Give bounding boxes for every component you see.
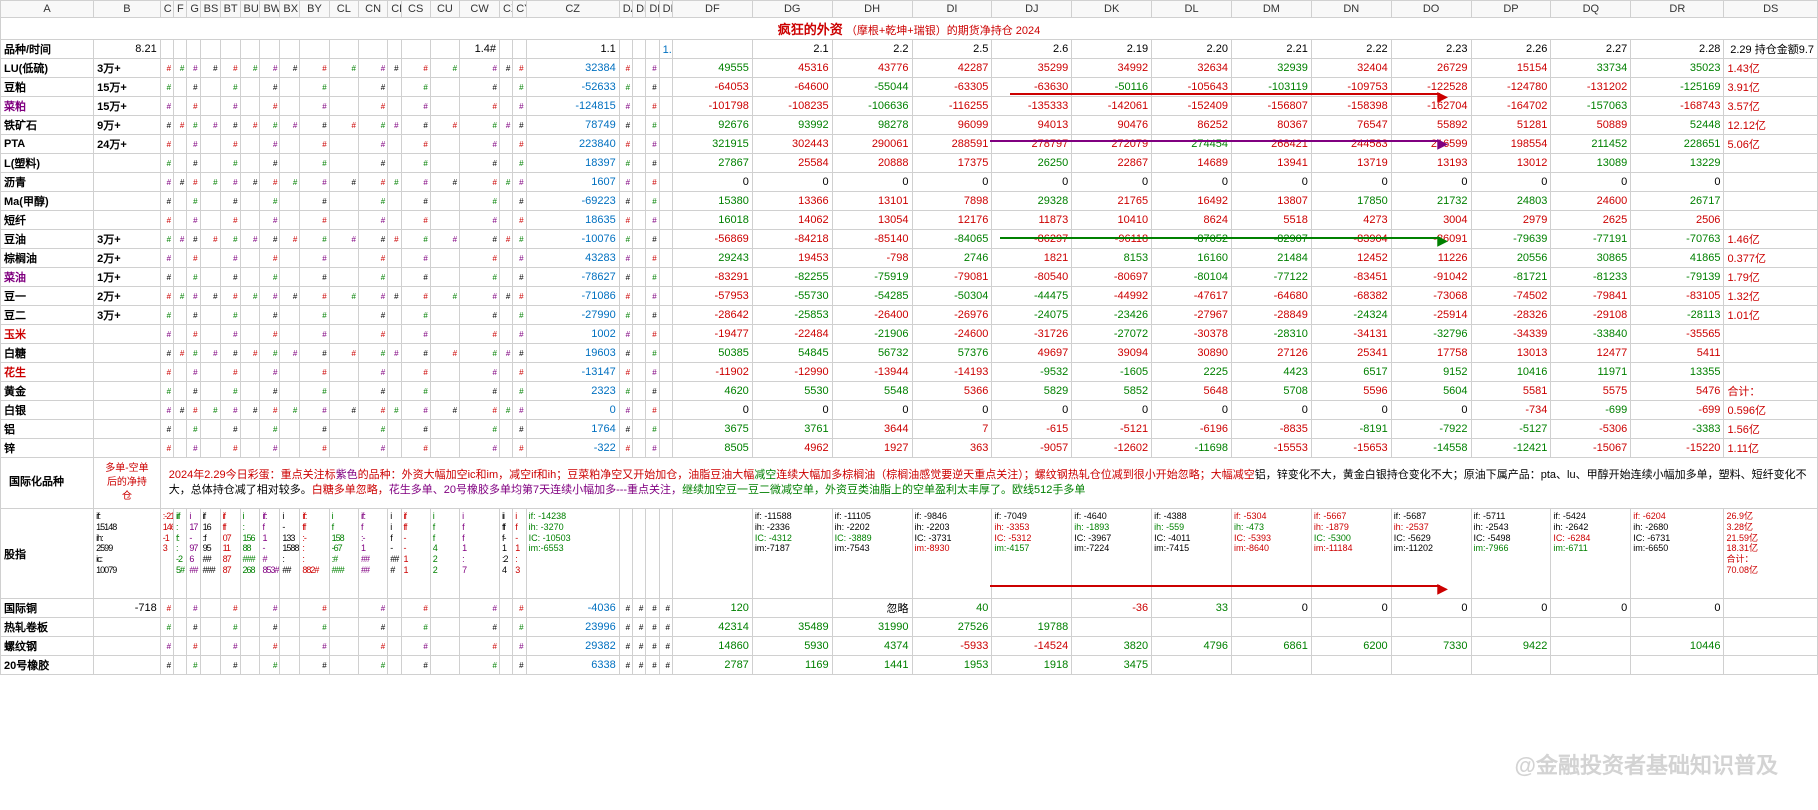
- title-sub: （摩根+乾坤+瑞银）的期货净持仓 2024: [846, 25, 1040, 37]
- data-row[interactable]: 黄金#########2323##46205530554853665829585…: [1, 382, 1818, 401]
- col-header[interactable]: DF: [672, 1, 752, 18]
- col-header[interactable]: DO: [1391, 1, 1471, 18]
- commodity-name: 沥青: [1, 173, 94, 192]
- col-header[interactable]: CX: [500, 1, 513, 18]
- data-row[interactable]: 菜油1万+#########-78627##-83291-82255-75919…: [1, 268, 1818, 287]
- commodity-name: 铝: [1, 420, 94, 439]
- col-header[interactable]: G: [187, 1, 200, 18]
- data-row[interactable]: 白糖#################19603##50385548455673…: [1, 344, 1818, 363]
- data-row[interactable]: 豆粕15万+#########-52633##-64053-64600-5504…: [1, 78, 1818, 97]
- data-row[interactable]: Ma(甲醇)#########-69223##15380133661310178…: [1, 192, 1818, 211]
- commodity-name: 豆一: [1, 287, 94, 306]
- col-header[interactable]: DS: [1724, 1, 1818, 18]
- data-row[interactable]: LU(低硫)3万+#################32384##4955545…: [1, 59, 1818, 78]
- commodity-name: 短纤: [1, 211, 94, 230]
- commodity-name: 锌: [1, 439, 94, 458]
- col-header[interactable]: BU: [240, 1, 260, 18]
- data-row[interactable]: 20号橡胶#########6338####278711691441195319…: [1, 656, 1818, 675]
- col-header[interactable]: BY: [300, 1, 329, 18]
- commodity-name: LU(低硫): [1, 59, 94, 78]
- col-header[interactable]: CL: [329, 1, 358, 18]
- col-header[interactable]: DN: [1311, 1, 1391, 18]
- data-row[interactable]: L(塑料)#########18397##2786725584208881737…: [1, 154, 1818, 173]
- data-row[interactable]: 铝#########1764##3675376136447-615-5121-6…: [1, 420, 1818, 439]
- col-header[interactable]: DH: [832, 1, 912, 18]
- col-header[interactable]: DG: [752, 1, 832, 18]
- commodity-name: 豆粕: [1, 78, 94, 97]
- data-row[interactable]: 菜粕15万+#########-124815##-101798-108235-1…: [1, 97, 1818, 116]
- commentary-row: 国际化品种多单-空单后的净持仓2024年2.29今日彩蛋：重点关注标紫色的品种：…: [1, 458, 1818, 509]
- col-header[interactable]: DP: [1471, 1, 1551, 18]
- commodity-name: 白糖: [1, 344, 94, 363]
- commodity-name: 豆油: [1, 230, 94, 249]
- commodity-name: 菜油: [1, 268, 94, 287]
- commodity-name: 菜粕: [1, 97, 94, 116]
- commodity-name: 花生: [1, 363, 94, 382]
- col-header[interactable]: DE: [659, 1, 672, 18]
- data-row[interactable]: 铁矿石9万+#################78749##9267693992…: [1, 116, 1818, 135]
- col-header[interactable]: CN: [358, 1, 387, 18]
- data-row[interactable]: 豆一2万+#################-71086##-57953-557…: [1, 287, 1818, 306]
- col-header[interactable]: DA: [619, 1, 632, 18]
- data-row[interactable]: 螺纹钢#########29382####1486059304374-5933-…: [1, 637, 1818, 656]
- commodity-name: 玉米: [1, 325, 94, 344]
- col-header[interactable]: B: [94, 1, 161, 18]
- data-row[interactable]: 短纤#########18635##1601814062130541217611…: [1, 211, 1818, 230]
- col-header[interactable]: BT: [220, 1, 240, 18]
- col-header[interactable]: DL: [1152, 1, 1232, 18]
- col-header[interactable]: BX: [280, 1, 300, 18]
- data-row[interactable]: 豆油3万+#################-10076##-56869-842…: [1, 230, 1818, 249]
- col-header[interactable]: DB: [633, 1, 646, 18]
- data-row[interactable]: 花生#########-13147##-11902-12990-13944-14…: [1, 363, 1818, 382]
- data-row[interactable]: 豆二3万+#########-27990##-28642-25853-26400…: [1, 306, 1818, 325]
- col-header[interactable]: DM: [1231, 1, 1311, 18]
- data-row[interactable]: 玉米#########1002##-19477-22484-21906-2460…: [1, 325, 1818, 344]
- col-header[interactable]: C: [160, 1, 173, 18]
- commodity-name: 棕榈油: [1, 249, 94, 268]
- data-row[interactable]: 国际铜-718#########-4036####120忽略40-3633000…: [1, 599, 1818, 618]
- column-headers: ABCFGBSBTBUBWBXBYCLCNCL2CSCUCWCXCYCZDADB…: [1, 1, 1818, 18]
- data-row[interactable]: 白银#################0##0000000000-734-699…: [1, 401, 1818, 420]
- title-main: 疯狂的外资: [778, 22, 843, 37]
- col-header[interactable]: CU: [430, 1, 459, 18]
- col-header[interactable]: CW: [460, 1, 500, 18]
- spreadsheet-table[interactable]: ABCFGBSBTBUBWBXBYCLCNCL2CSCUCWCXCYCZDADB…: [0, 0, 1818, 675]
- col-header[interactable]: CY: [513, 1, 526, 18]
- commodity-name: L(塑料): [1, 154, 94, 173]
- date-header-row: 品种/时间8.211.4#1.11.22（股指2.12.22.52.62.192…: [1, 40, 1818, 59]
- col-header[interactable]: F: [174, 1, 187, 18]
- data-row[interactable]: PTA24万+#########223840##3219153024432900…: [1, 135, 1818, 154]
- col-header[interactable]: A: [1, 1, 94, 18]
- commodity-name: 铁矿石: [1, 116, 94, 135]
- commodity-name: 黄金: [1, 382, 94, 401]
- col-header[interactable]: DD: [646, 1, 659, 18]
- commodity-name: Ma(甲醇): [1, 192, 94, 211]
- commodity-name: 豆二: [1, 306, 94, 325]
- col-header[interactable]: BS: [200, 1, 220, 18]
- stock-index-row: 股指if: 15148 ih: 2599 ic: 10079:-21 146 -…: [1, 509, 1818, 599]
- commodity-name: 白银: [1, 401, 94, 420]
- col-header[interactable]: BW: [260, 1, 280, 18]
- col-header[interactable]: DQ: [1551, 1, 1631, 18]
- watermark: @金融投资者基础知识普及: [1515, 748, 1778, 780]
- col-header[interactable]: DK: [1072, 1, 1152, 18]
- col-header[interactable]: CS: [401, 1, 430, 18]
- col-header[interactable]: DJ: [992, 1, 1072, 18]
- data-row[interactable]: 棕榈油2万+#########43283##2924319453-7982746…: [1, 249, 1818, 268]
- data-row[interactable]: 锌#########-322##850549621927363-9057-126…: [1, 439, 1818, 458]
- data-row[interactable]: 热轧卷板#########23996####423143548931990275…: [1, 618, 1818, 637]
- data-row[interactable]: 沥青#################1607##0000000000000: [1, 173, 1818, 192]
- col-header[interactable]: DR: [1631, 1, 1724, 18]
- title-row: 疯狂的外资 （摩根+乾坤+瑞银）的期货净持仓 2024: [1, 18, 1818, 40]
- col-header[interactable]: DI: [912, 1, 992, 18]
- commodity-name: PTA: [1, 135, 94, 154]
- col-header[interactable]: CL2: [388, 1, 401, 18]
- col-header[interactable]: CZ: [526, 1, 619, 18]
